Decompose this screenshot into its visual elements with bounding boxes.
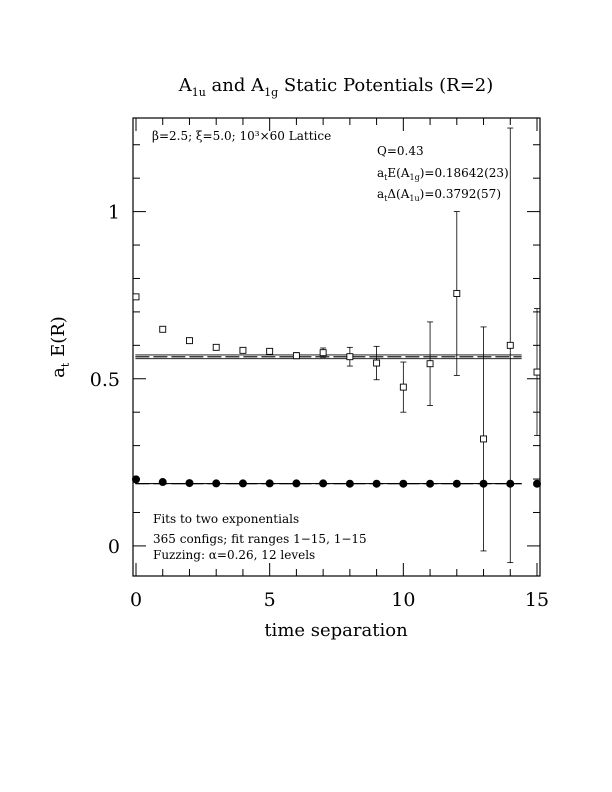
annotation-delta-a1u: atΔ(A1u)=0.3792(57) (377, 187, 501, 203)
square-point (426, 360, 434, 368)
y-tick-label: 0.5 (90, 369, 120, 391)
square-point (212, 343, 220, 351)
x-tick-label: 15 (525, 589, 549, 611)
y-axis-label: at E(R) (48, 316, 72, 378)
square-point (533, 368, 541, 376)
square-point (186, 337, 193, 345)
square-point (373, 359, 381, 367)
square-point (399, 383, 407, 391)
data-points (132, 290, 541, 488)
annotation-lattice: β=2.5; ξ=5.0; 10³×60 Lattice (152, 129, 331, 143)
square-point (346, 353, 354, 361)
circle-point (345, 479, 354, 488)
annotation-e-a1g: atE(A1g)=0.18642(23) (377, 166, 509, 182)
y-tick-label: 1 (108, 202, 120, 224)
circle-point (533, 479, 541, 488)
circle-point (185, 479, 194, 488)
x-tick-label: 5 (264, 589, 276, 611)
circle-point (452, 479, 461, 488)
square-point (506, 341, 514, 349)
square-point (319, 349, 327, 357)
square-point (480, 435, 487, 443)
circle-point (265, 479, 274, 488)
x-tick-label: 0 (130, 589, 142, 611)
circle-point (399, 479, 408, 488)
circle-point (426, 479, 435, 488)
x-axis-label: time separation (264, 620, 408, 641)
circle-point (372, 479, 381, 488)
plot-frame (132, 117, 541, 577)
x-tick-label: 10 (391, 589, 415, 611)
circle-point (479, 479, 488, 488)
chart-title: A1u and A1g Static Potentials (R=2) (178, 75, 494, 99)
circle-point (212, 479, 221, 488)
square-point (132, 293, 140, 301)
circle-point (158, 478, 167, 487)
square-point (453, 290, 461, 297)
tick-labels: 0 5 10 15 0 0.5 1 (90, 202, 549, 611)
circle-point (132, 475, 140, 484)
annotation-fits: Fits to two exponentials (153, 512, 299, 526)
annotation-fuzzing: Fuzzing: α=0.26, 12 levels (153, 548, 315, 562)
annotation-q: Q=0.43 (377, 144, 424, 158)
square-point (266, 347, 274, 355)
circle-point (319, 479, 328, 488)
y-tick-label: 0 (108, 536, 120, 558)
circle-point (292, 479, 301, 488)
fit-lines (135, 354, 522, 485)
circle-point (238, 479, 247, 488)
annotation-configs: 365 configs; fit ranges 1−15, 1−15 (153, 532, 367, 546)
square-point (292, 352, 300, 360)
square-point (159, 325, 167, 333)
square-point (239, 346, 247, 354)
circle-point (506, 479, 515, 488)
